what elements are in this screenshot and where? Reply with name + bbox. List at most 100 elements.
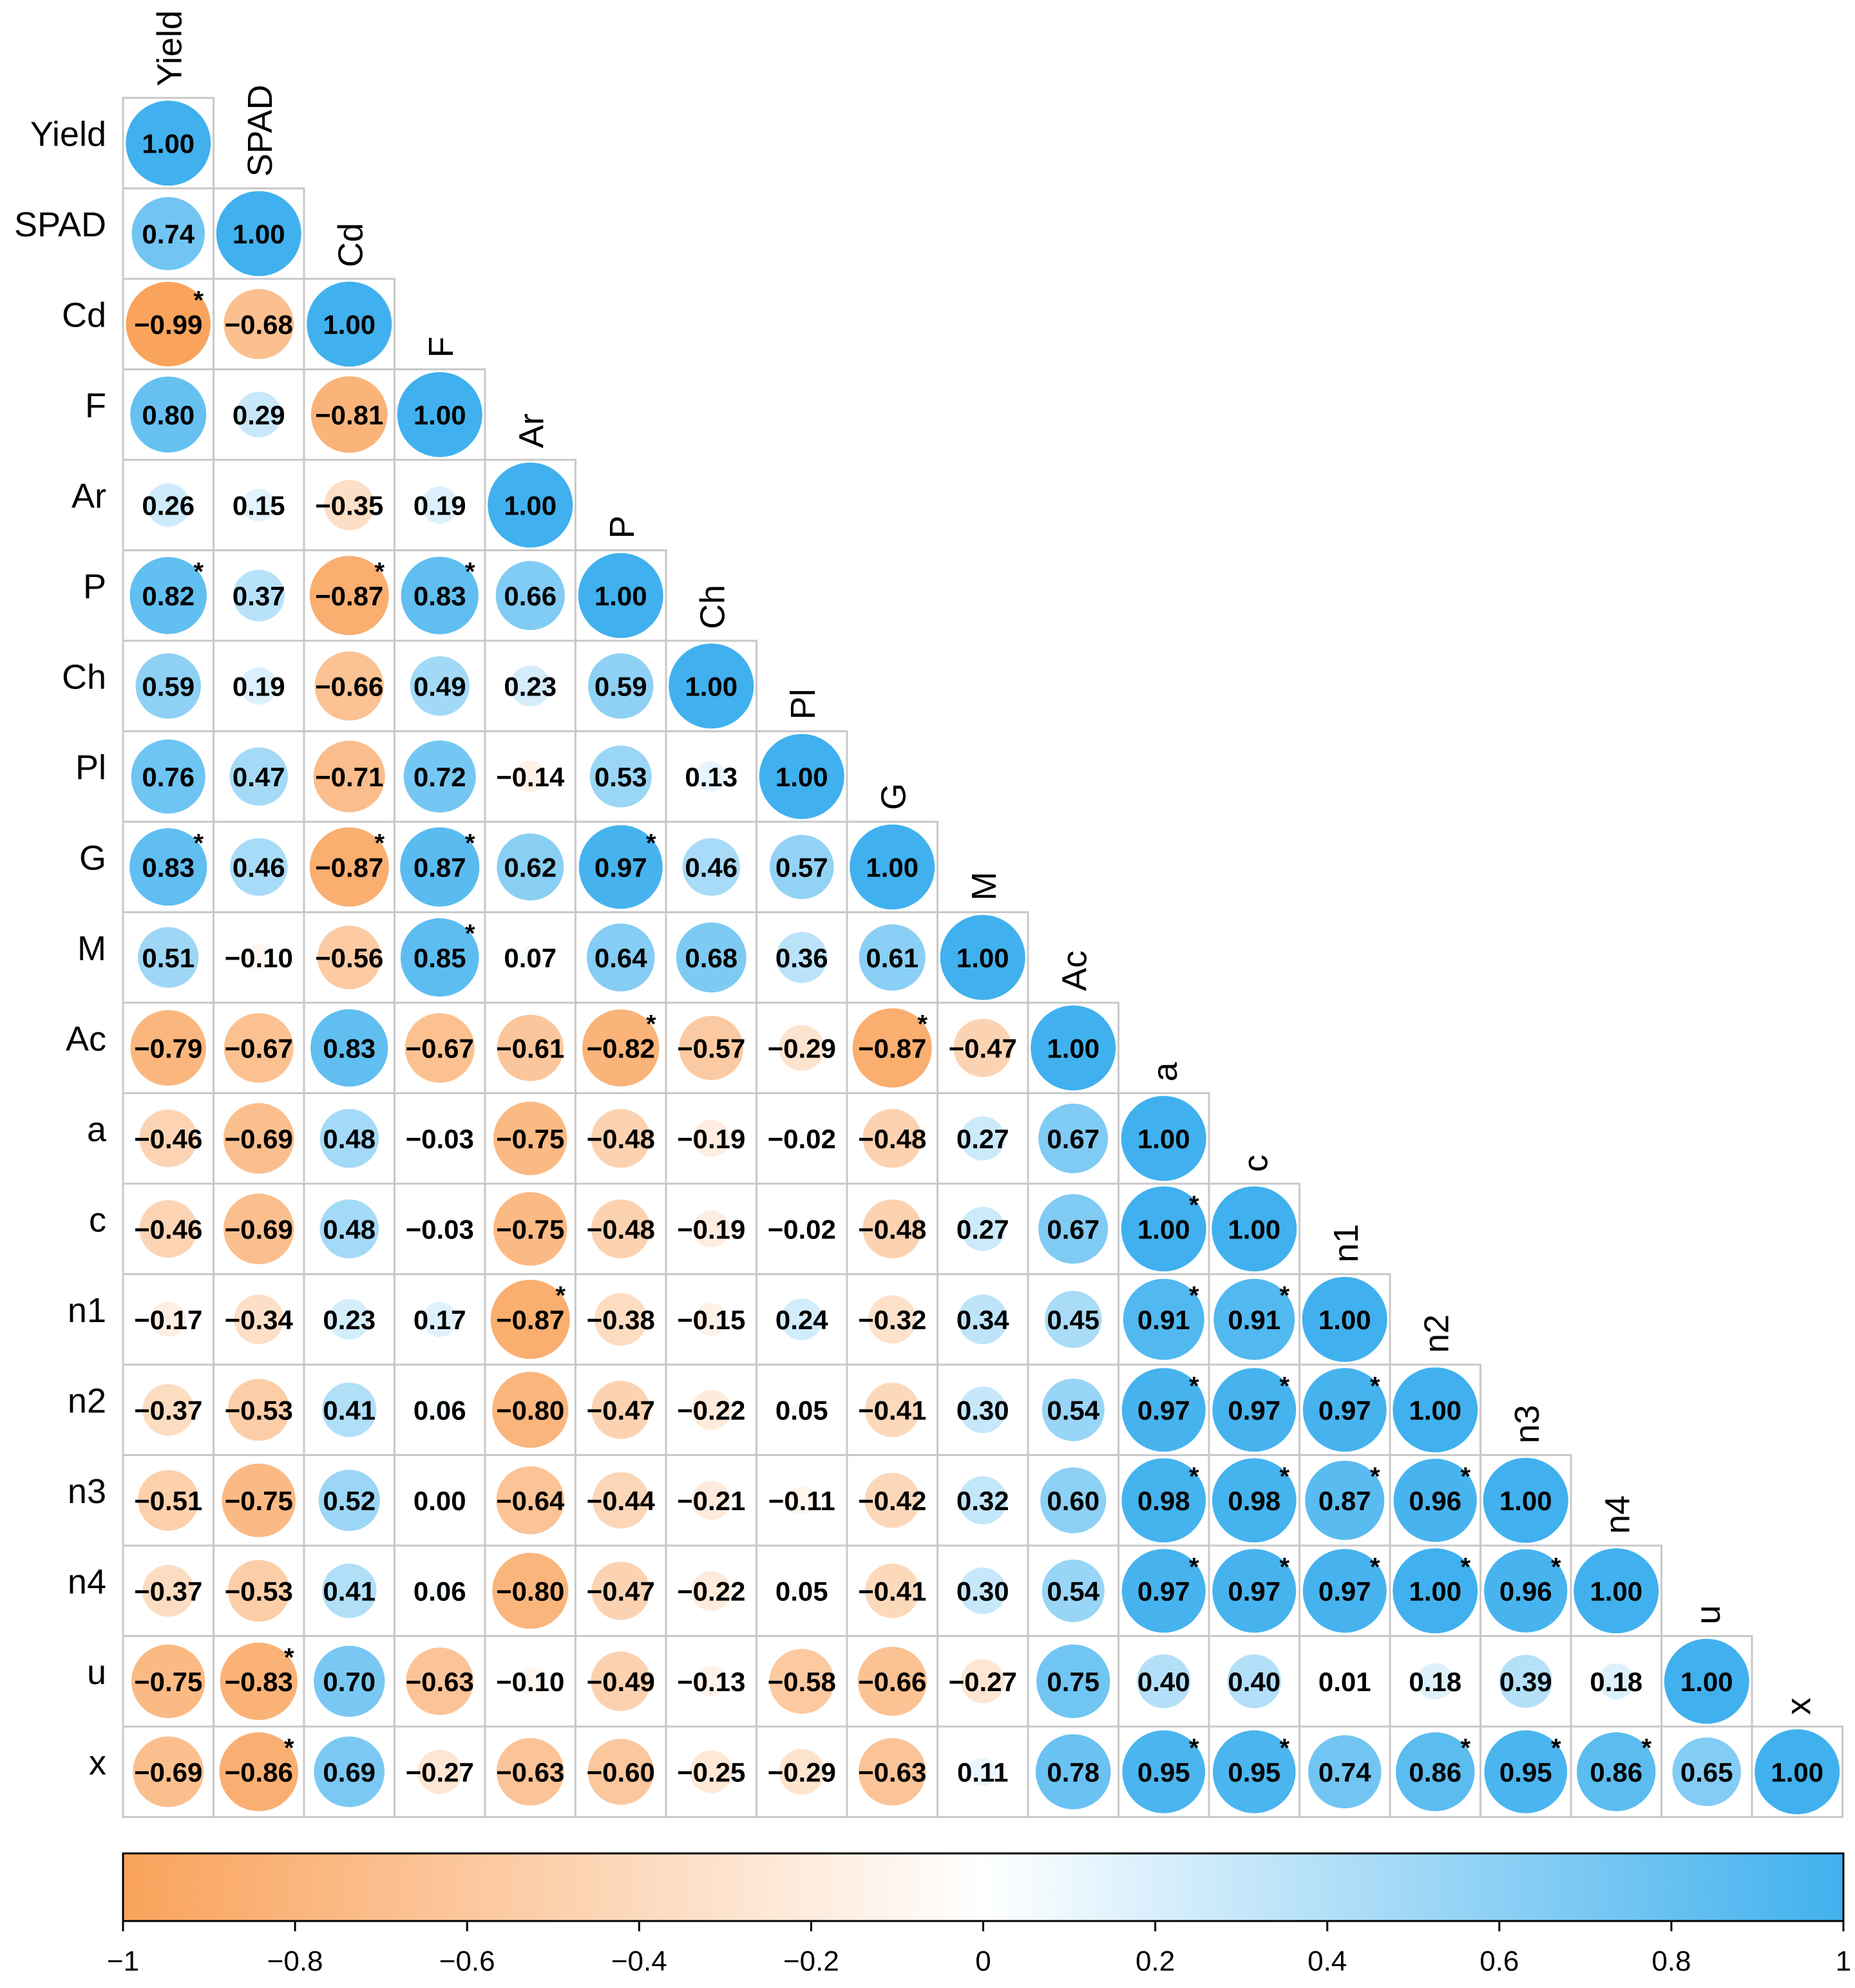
value-Pl-SPAD: 0.47 <box>233 762 285 792</box>
significance-star: * <box>1279 1734 1289 1762</box>
column-label-a: a <box>1146 1062 1184 1082</box>
circle-n2-a <box>1121 1368 1206 1452</box>
circle-Cd-Yield <box>126 281 211 366</box>
significance-stars: * * * * * * * * * * * * * * * * * * * * * * * * * * * * * * * * * * <box>193 286 1651 1762</box>
value-n4-M: 0.30 <box>956 1576 1009 1606</box>
circle-M-Pl <box>776 932 828 983</box>
value-n2-c: 0.97 <box>1228 1395 1280 1425</box>
circle-x-a <box>1122 1730 1206 1813</box>
circle-x-P <box>587 1739 654 1805</box>
circle-a-Cd <box>319 1109 379 1168</box>
significance-star: * <box>1551 1553 1561 1581</box>
circle-c-a <box>1121 1186 1206 1272</box>
value-Ac-P: −0.82 <box>587 1033 655 1063</box>
circle-u-M <box>960 1659 1005 1704</box>
value-n2-n1: 0.97 <box>1318 1395 1371 1425</box>
value-n2-M: 0.30 <box>956 1395 1009 1425</box>
value-u-M: −0.27 <box>949 1667 1017 1697</box>
circle-Ch-Yield <box>135 653 201 719</box>
circle-Ac-P <box>582 1009 660 1087</box>
value-n1-Cd: 0.23 <box>323 1305 376 1335</box>
value-Ac-M: −0.47 <box>949 1033 1017 1063</box>
circle-P-P <box>578 553 663 638</box>
value-n3-P: −0.44 <box>587 1486 656 1516</box>
value-Yield-Yield: 1.00 <box>142 128 195 158</box>
value-n1-SPAD: −0.34 <box>225 1305 294 1335</box>
value-P-Cd: −0.87 <box>315 581 383 611</box>
circle-n1-Yield <box>151 1302 186 1337</box>
value-c-P: −0.48 <box>587 1214 655 1244</box>
significance-star: * <box>1460 1734 1470 1762</box>
circle-u-n2 <box>1417 1663 1454 1699</box>
circle-n2-n2 <box>1393 1367 1478 1453</box>
circle-Ch-Ch <box>669 643 754 729</box>
value-n2-P: −0.47 <box>587 1395 655 1425</box>
circle-u-Yield <box>131 1644 205 1718</box>
value-n3-n2: 0.96 <box>1409 1486 1461 1516</box>
value-a-a: 1.00 <box>1137 1124 1190 1154</box>
value-M-Pl: 0.36 <box>775 943 828 973</box>
value-n3-Pl: −0.11 <box>768 1486 835 1516</box>
circle-M-SPAD <box>245 943 272 971</box>
column-label-u: u <box>1689 1605 1727 1624</box>
circle-x-Ar <box>496 1737 564 1806</box>
circle-u-F <box>406 1647 474 1716</box>
circle-Ch-Ar <box>509 665 551 706</box>
value-c-Ch: −0.19 <box>677 1214 745 1244</box>
value-u-SPAD: −0.83 <box>225 1667 293 1697</box>
circle-M-F <box>400 918 479 997</box>
column-labels: Yield SPAD Cd F Ar P Ch Pl G M Ac a c n1 n2 n3 n4 u x <box>150 10 1818 1715</box>
circle-n4-M <box>959 1567 1006 1614</box>
circle-c-G <box>862 1199 922 1258</box>
circle-x-n4 <box>1577 1732 1656 1812</box>
value-a-Pl: −0.02 <box>768 1124 836 1154</box>
value-M-F: 0.85 <box>414 943 466 973</box>
circle-G-P <box>578 825 663 909</box>
circle-c-Ar <box>493 1192 567 1266</box>
value-Cd-Cd: 1.00 <box>323 309 376 339</box>
value-F-SPAD: 0.29 <box>233 400 285 430</box>
value-Ac-Pl: −0.29 <box>768 1033 836 1063</box>
value-a-F: −0.03 <box>406 1124 474 1154</box>
circle-F-Cd <box>310 376 388 453</box>
circle-u-Ac <box>1036 1644 1110 1718</box>
row-label-P: P <box>83 567 106 606</box>
circle-n3-Yield <box>138 1470 199 1531</box>
value-Ac-Ar: −0.61 <box>496 1033 564 1063</box>
value-x-Ar: −0.63 <box>496 1757 564 1787</box>
significance-star: * <box>193 286 204 314</box>
circle-x-u <box>1672 1737 1741 1806</box>
colorbar-tick-label: −0.2 <box>783 1945 839 1977</box>
value-a-Ch: −0.19 <box>677 1124 745 1154</box>
circle-n4-Yield <box>142 1565 195 1617</box>
circle-n4-Cd <box>321 1563 377 1618</box>
value-u-c: 0.40 <box>1228 1667 1280 1697</box>
value-x-n1: 0.74 <box>1318 1757 1371 1787</box>
colorbar-tick-label: −0.8 <box>267 1945 323 1977</box>
value-n1-G: −0.32 <box>858 1305 926 1335</box>
circle-n3-a <box>1121 1458 1206 1543</box>
significance-star: * <box>1460 1463 1470 1491</box>
value-n4-Ar: −0.80 <box>496 1576 564 1606</box>
value-Ch-SPAD: 0.19 <box>233 671 285 701</box>
significance-star: * <box>465 920 475 948</box>
colorbar-tick-label: 0.8 <box>1651 1945 1691 1977</box>
value-n1-a: 0.91 <box>1137 1305 1190 1335</box>
colorbar-tick-label: −0.6 <box>439 1945 495 1977</box>
value-a-Cd: 0.48 <box>323 1124 376 1154</box>
value-Ar-Yield: 0.26 <box>142 490 195 520</box>
value-n2-Pl: 0.05 <box>775 1395 828 1425</box>
value-n4-Pl: 0.05 <box>775 1576 828 1606</box>
circle-Pl-Ch <box>696 761 727 792</box>
circle-n1-Ar <box>490 1280 570 1359</box>
circle-a-P <box>591 1109 651 1168</box>
circle-Pl-SPAD <box>229 747 288 806</box>
value-G-F: 0.87 <box>414 852 466 882</box>
value-n3-Cd: 0.52 <box>323 1486 376 1516</box>
colorbar-tick-label: 1 <box>1836 1945 1851 1977</box>
value-M-Cd: −0.56 <box>315 943 383 973</box>
value-SPAD-Yield: 0.74 <box>142 219 195 249</box>
value-M-SPAD: −0.10 <box>225 943 293 973</box>
value-x-Ac: 0.78 <box>1047 1757 1099 1787</box>
